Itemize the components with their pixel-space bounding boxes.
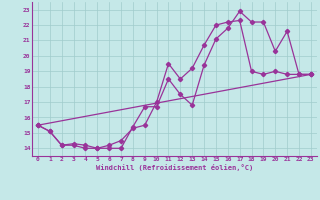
X-axis label: Windchill (Refroidissement éolien,°C): Windchill (Refroidissement éolien,°C) [96, 164, 253, 171]
